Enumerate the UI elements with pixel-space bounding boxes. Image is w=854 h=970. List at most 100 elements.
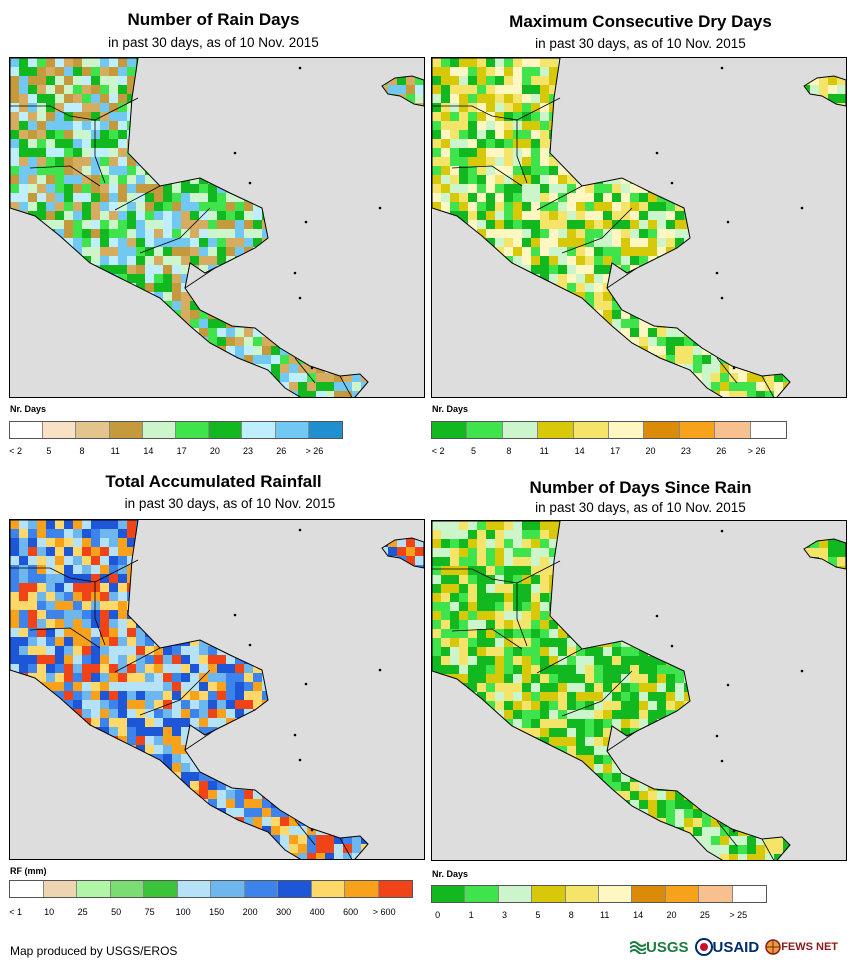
island [304, 682, 308, 686]
country-border [761, 838, 775, 860]
island [655, 151, 659, 155]
island [248, 181, 252, 185]
island [655, 614, 659, 618]
legend-tick-label: 26 [276, 446, 287, 456]
legend-swatch [699, 886, 733, 902]
panel-title: Number of Days Since Rain [529, 478, 752, 497]
country-border [606, 267, 638, 289]
legend-tick-label: 11 [600, 910, 610, 920]
legend-tick-label: 300 [276, 907, 292, 917]
legend-tick-label: 20 [666, 910, 677, 920]
legend-swatch [10, 422, 44, 438]
country-border [606, 730, 638, 752]
rainfall-grid [10, 520, 424, 859]
legend-swatch [175, 422, 210, 438]
legend-swatch [598, 886, 633, 902]
rainfall-grid [432, 58, 846, 397]
country-border [139, 669, 211, 716]
legend-tick-label: 600 [343, 907, 359, 917]
legend-swatch [538, 422, 574, 438]
legend-ticks: 0 1 3 5 8 11 14 20 25 > 25 [431, 910, 765, 922]
island [378, 206, 382, 210]
legend-tick-label: 23 [680, 446, 691, 456]
legend-tick-label: 150 [209, 907, 225, 917]
legend-tick-label: 10 [44, 907, 55, 917]
island [298, 296, 302, 300]
legend-swatch [432, 422, 468, 438]
legend-bar [431, 885, 767, 903]
legend-tick-label: 25 [77, 907, 88, 917]
island [670, 181, 674, 185]
legend-swatch [275, 422, 309, 438]
legend-swatch [608, 422, 645, 438]
legend-swatch [565, 886, 599, 902]
legend-tick-label: 200 [242, 907, 258, 917]
legend-ticks: < 1 10 25 50 75 100 150 200 300 400 600 > 600 [9, 907, 411, 919]
legend-tick-label: 25 [699, 910, 710, 920]
legend-tick-label: 1 [468, 910, 474, 920]
legend-tick-label: 5 [46, 446, 52, 456]
legend-title: Nr. Days [432, 869, 469, 879]
legend-swatch [632, 886, 666, 902]
country-border [29, 165, 101, 187]
legend-swatch [244, 881, 278, 897]
island [720, 759, 724, 763]
island [293, 733, 297, 737]
panel-total-rainfall: Total Accumulated Rainfall in past 30 da… [0, 470, 427, 930]
island [298, 66, 302, 70]
legend-swatch [573, 422, 609, 438]
legend-swatch [10, 881, 44, 897]
legend-tick-label: 5 [535, 910, 541, 920]
country-border [536, 648, 583, 674]
legend-swatch [144, 881, 178, 897]
legend-swatch [665, 886, 700, 902]
island [310, 828, 314, 832]
country-border [29, 627, 101, 649]
country-border [294, 819, 316, 846]
rainfall-grid [432, 521, 846, 860]
legend-title: Nr. Days [10, 404, 47, 414]
island [720, 296, 724, 300]
island [720, 66, 724, 70]
legend-tick-label: 400 [309, 907, 325, 917]
country-border [114, 647, 161, 673]
country-border [716, 357, 738, 384]
country-border [114, 185, 161, 211]
legend-tick-label: 14 [574, 446, 585, 456]
island [310, 366, 314, 370]
country-border [561, 207, 633, 254]
usgs-logo: USGS [630, 939, 689, 956]
legend-tick-label: 11 [539, 446, 549, 456]
rainfall-grid [10, 58, 424, 397]
legend-swatch [498, 886, 533, 902]
legend-swatch [209, 422, 243, 438]
country-border [761, 375, 775, 397]
panel-subtitle: in past 30 days, as of 10 Nov. 2015 [108, 35, 319, 50]
legend-tick-label: 50 [111, 907, 122, 917]
island [378, 668, 382, 672]
island [233, 613, 237, 617]
legend-title: Nr. Days [432, 404, 469, 414]
country-border [516, 97, 561, 121]
legend-swatch [345, 881, 379, 897]
country-border [10, 567, 106, 646]
legend-tick-label: 11 [110, 446, 120, 456]
legend-swatch [311, 881, 345, 897]
legend-swatch [278, 881, 312, 897]
island [800, 669, 804, 673]
island [726, 220, 730, 224]
island [233, 151, 237, 155]
coastline [381, 537, 424, 569]
map-rain-days [9, 57, 425, 398]
island [670, 644, 674, 648]
coastline [432, 58, 791, 397]
legend-swatch [750, 422, 786, 438]
map-total-rainfall [9, 519, 425, 860]
island [732, 366, 736, 370]
island [726, 683, 730, 687]
coastline [432, 521, 791, 860]
legend-tick-label: 0 [435, 910, 441, 920]
legend-swatch [142, 422, 176, 438]
map-days-since-rain [431, 520, 847, 861]
country-border [716, 820, 738, 847]
